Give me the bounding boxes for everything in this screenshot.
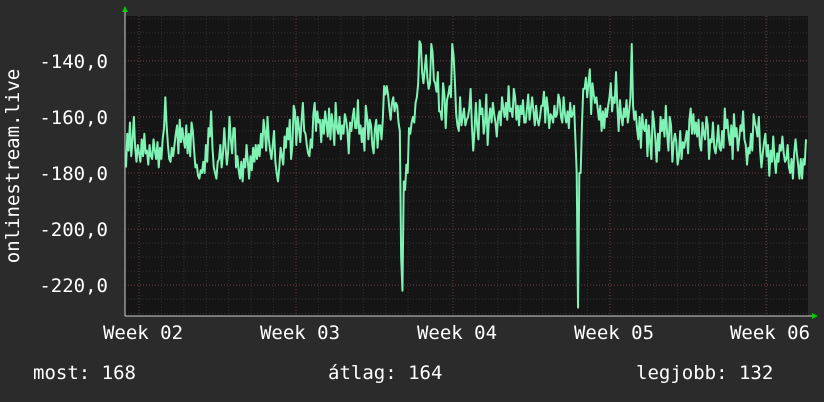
x-tick-label: Week 05: [574, 322, 654, 344]
x-axis-arrow: [812, 313, 818, 319]
x-tick-label: Week 02: [103, 322, 183, 344]
y-axis-label: onlinestream.live: [2, 69, 24, 263]
stat-average: átlag: 164: [328, 362, 443, 384]
y-tick-label: -180,0: [39, 163, 108, 185]
y-axis-arrow: [122, 6, 128, 12]
series-line: [125, 40, 807, 309]
stat-best: legjobb: 132: [636, 362, 774, 384]
x-tick-label: Week 06: [730, 322, 810, 344]
y-tick-label: -160,0: [39, 107, 108, 129]
y-tick-label: -140,0: [39, 51, 108, 73]
stat-current: most: 168: [33, 362, 136, 384]
x-tick-label: Week 03: [260, 322, 340, 344]
major-grid: [125, 16, 808, 316]
y-tick-label: -200,0: [39, 219, 108, 241]
y-tick-label: -220,0: [39, 275, 108, 297]
x-tick-label: Week 04: [417, 322, 497, 344]
